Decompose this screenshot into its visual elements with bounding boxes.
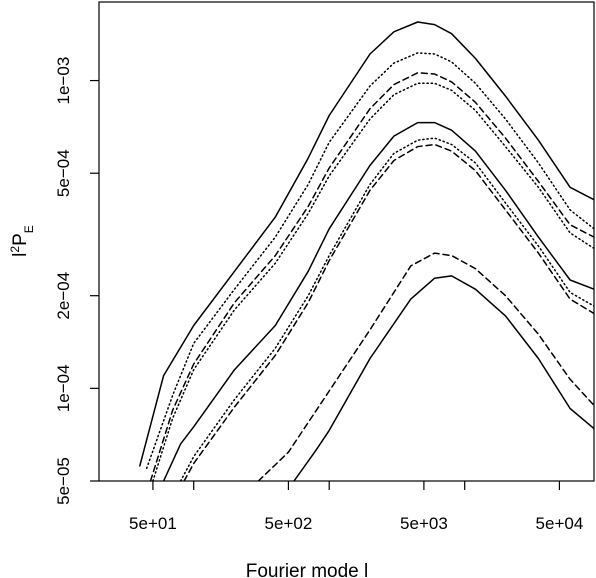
- series-line-7-dashed: [183, 143, 594, 481]
- y-axis-label-main: P: [10, 233, 31, 246]
- y-axis-label-sub: E: [22, 225, 36, 233]
- y-axis-label-base: l: [10, 253, 31, 257]
- plot-frame: [98, 1, 595, 482]
- y-axis-label: l2PE: [8, 225, 36, 257]
- y-tick-label: 2e−04: [54, 272, 73, 320]
- series-line-9-solid: [293, 275, 594, 481]
- series-group: [139, 21, 594, 481]
- x-tick-label: 5e+04: [536, 514, 584, 533]
- series-line-6-dotted: [179, 137, 594, 481]
- y-axis-label-sup: 2: [8, 246, 22, 253]
- y-tick-label: 1e−03: [54, 57, 73, 105]
- series-line-2-dotted: [145, 52, 594, 470]
- y-tick-label: 5e−04: [54, 149, 73, 197]
- x-axis-label: Fourier mode l: [246, 561, 369, 578]
- y-tick-label: 1e−04: [54, 364, 73, 412]
- series-line-1-solid: [139, 21, 594, 467]
- x-tick-label: 5e+01: [129, 514, 177, 533]
- x-tick-label: 5e+03: [400, 514, 448, 533]
- series-line-3-dashed: [149, 72, 594, 481]
- y-tick-label: 5e−05: [54, 457, 73, 505]
- series-line-8-dashed: [257, 252, 594, 481]
- x-axis: 5e+01 5e+02 5e+03 5e+04: [129, 481, 583, 533]
- series-line-4-dotted: [152, 82, 594, 481]
- y-axis: 5e−05 1e−04 2e−04 5e−04 1e−03: [54, 57, 99, 505]
- x-tick-label: 5e+02: [265, 514, 313, 533]
- series-line-5-solid: [162, 121, 594, 481]
